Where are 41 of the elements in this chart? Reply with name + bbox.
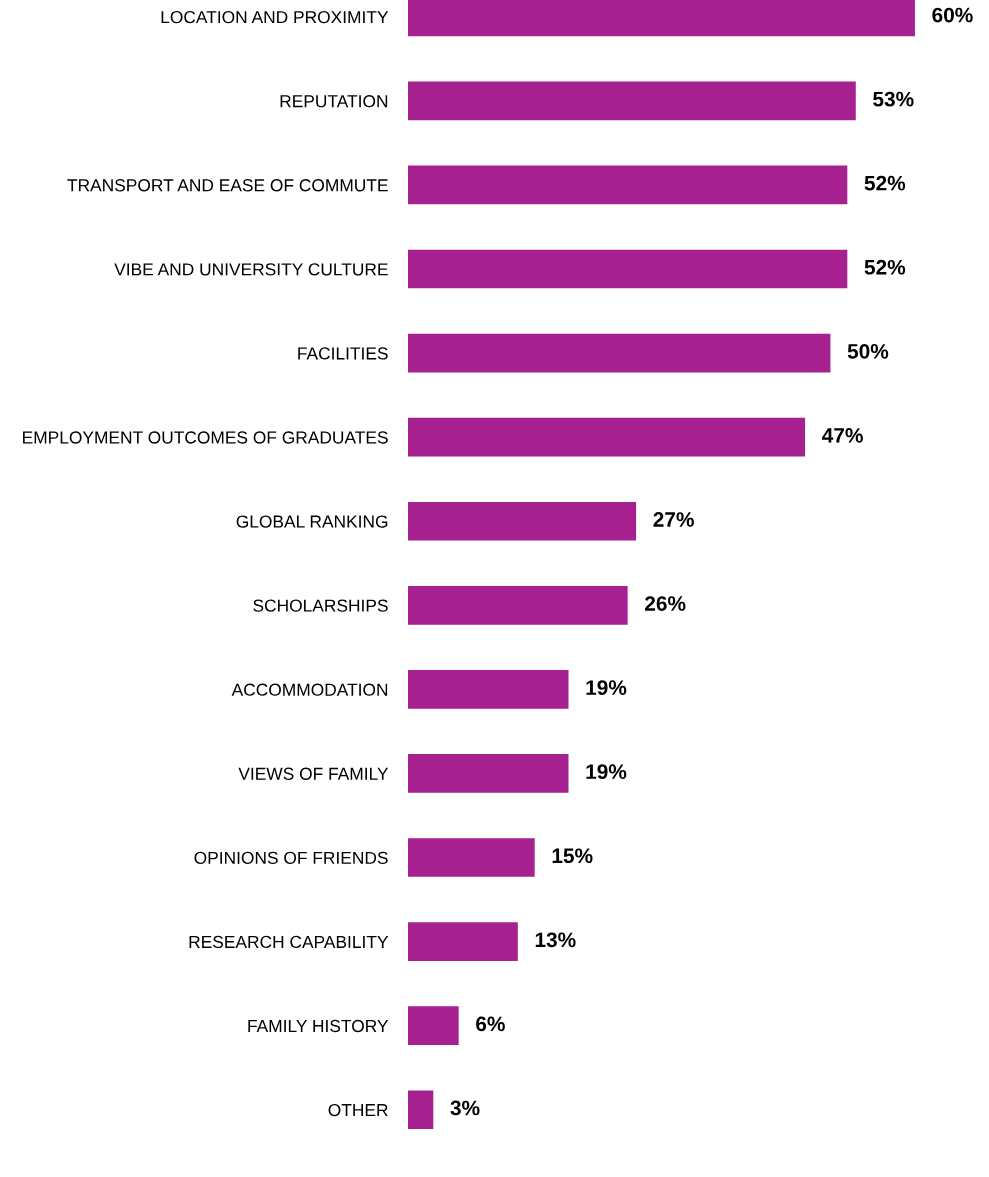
y-tick-label: EMPLOYMENT OUTCOMES OF GRADUATES <box>23 431 388 444</box>
bar <box>407 333 831 373</box>
y-tick-label: SCHOLARSHIPS <box>253 599 388 612</box>
data-label: 60% <box>932 7 973 23</box>
bar <box>407 670 569 709</box>
y-tick-label: GLOBAL RANKING <box>236 515 388 528</box>
data-label: 19% <box>586 680 627 695</box>
data-label: 53% <box>873 91 914 107</box>
y-tick-label: FAMILY HISTORY <box>248 1019 389 1033</box>
bar <box>407 922 518 961</box>
data-label: 19% <box>586 764 627 780</box>
bar <box>407 585 628 625</box>
y-tick-label: RESEARCH CAPABILITY <box>189 935 389 949</box>
data-label: 52% <box>864 259 906 275</box>
y-tick-label: FACILITIES <box>298 347 388 360</box>
data-label: 52% <box>864 175 906 191</box>
data-label: 50% <box>847 343 889 359</box>
y-tick-label: TRANSPORT AND EASE OF COMMUTE <box>67 179 388 192</box>
bar <box>407 1006 459 1046</box>
y-tick-label: OTHER <box>328 1103 388 1117</box>
data-label: 3% <box>450 1100 480 1116</box>
data-label: 15% <box>552 848 593 864</box>
data-label: 47% <box>822 428 863 443</box>
data-label: 27% <box>653 512 694 527</box>
y-tick-label: OPINIONS OF FRIENDS <box>194 851 388 864</box>
bar <box>407 165 848 205</box>
y-tick-label: VIBE AND UNIVERSITY CULTURE <box>114 263 388 276</box>
bar <box>407 1090 434 1130</box>
y-tick-label: VIEWS OF FAMILY <box>238 767 389 780</box>
y-tick-label: REPUTATION <box>280 95 388 108</box>
bar <box>407 838 535 877</box>
bar <box>407 249 848 289</box>
data-label: 6% <box>476 1016 505 1032</box>
bar <box>407 417 806 457</box>
y-tick-label: ACCOMMODATION <box>231 683 388 696</box>
bar <box>407 501 637 541</box>
y-tick-label: LOCATION AND PROXIMITY <box>161 10 389 24</box>
data-label: 26% <box>645 596 686 611</box>
data-label: 13% <box>535 932 576 948</box>
bar <box>407 81 856 121</box>
bar <box>407 754 569 793</box>
